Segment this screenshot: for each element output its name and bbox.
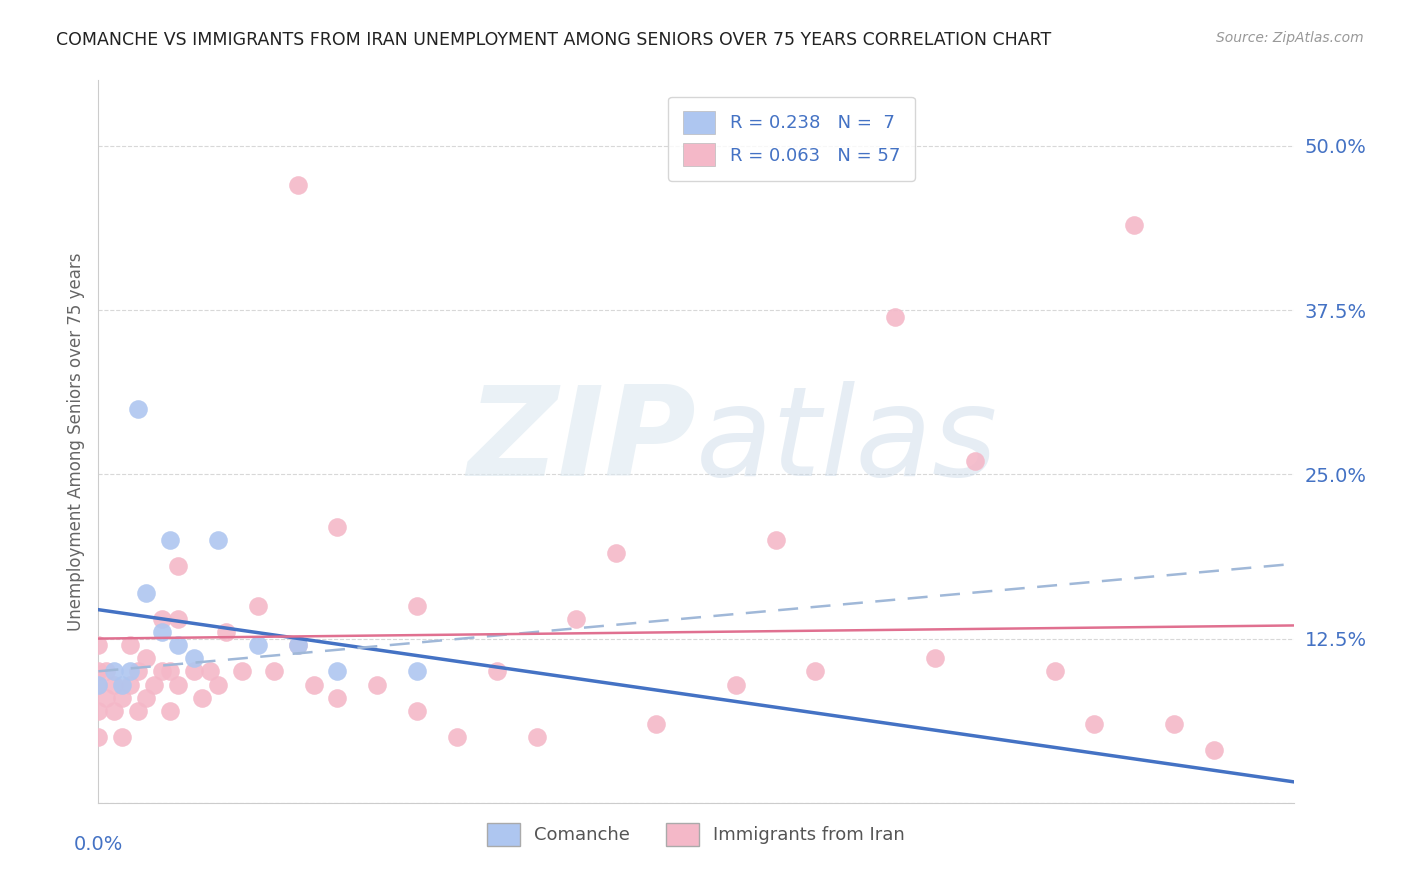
Point	[287, 638, 309, 652]
Point	[406, 599, 429, 613]
Point	[135, 585, 157, 599]
Point	[87, 665, 110, 679]
Text: COMANCHE VS IMMIGRANTS FROM IRAN UNEMPLOYMENT AMONG SENIORS OVER 75 YEARS CORREL: COMANCHE VS IMMIGRANTS FROM IRAN UNEMPLO…	[56, 31, 1052, 49]
Point	[1083, 717, 1105, 731]
Point	[526, 730, 548, 744]
Point	[1043, 665, 1066, 679]
Point	[111, 677, 134, 691]
Text: ZIP: ZIP	[467, 381, 696, 502]
Point	[263, 665, 285, 679]
Point	[135, 651, 157, 665]
Point	[120, 665, 142, 679]
Y-axis label: Unemployment Among Seniors over 75 years: Unemployment Among Seniors over 75 years	[66, 252, 84, 631]
Point	[150, 665, 173, 679]
Point	[167, 677, 190, 691]
Point	[924, 651, 946, 665]
Point	[183, 665, 205, 679]
Point	[87, 730, 110, 744]
Point	[127, 704, 149, 718]
Text: 0.0%: 0.0%	[73, 835, 124, 855]
Point	[150, 625, 173, 640]
Point	[884, 310, 907, 324]
Point	[246, 599, 269, 613]
Point	[326, 690, 349, 705]
Point	[87, 677, 110, 691]
Point	[1202, 743, 1225, 757]
Point	[120, 677, 142, 691]
Point	[103, 677, 125, 691]
Point	[406, 704, 429, 718]
Point	[302, 677, 325, 691]
Legend: Comanche, Immigrants from Iran: Comanche, Immigrants from Iran	[474, 810, 918, 859]
Point	[605, 546, 627, 560]
Point	[111, 690, 134, 705]
Point	[150, 612, 173, 626]
Point	[127, 665, 149, 679]
Point	[111, 730, 134, 744]
Point	[765, 533, 787, 547]
Point	[645, 717, 668, 731]
Point	[207, 677, 229, 691]
Point	[191, 690, 214, 705]
Point	[565, 612, 588, 626]
Point	[159, 533, 181, 547]
Point	[207, 533, 229, 547]
Point	[366, 677, 388, 691]
Point	[1163, 717, 1185, 731]
Point	[804, 665, 827, 679]
Point	[246, 638, 269, 652]
Point	[231, 665, 253, 679]
Point	[485, 665, 508, 679]
Text: atlas: atlas	[696, 381, 998, 502]
Point	[167, 638, 190, 652]
Text: Source: ZipAtlas.com: Source: ZipAtlas.com	[1216, 31, 1364, 45]
Point	[143, 677, 166, 691]
Point	[215, 625, 238, 640]
Point	[287, 178, 309, 193]
Point	[724, 677, 747, 691]
Point	[87, 677, 110, 691]
Point	[87, 704, 110, 718]
Point	[446, 730, 468, 744]
Point	[96, 690, 118, 705]
Point	[120, 638, 142, 652]
Point	[326, 520, 349, 534]
Point	[159, 704, 181, 718]
Point	[103, 704, 125, 718]
Point	[183, 651, 205, 665]
Point	[103, 665, 125, 679]
Point	[87, 638, 110, 652]
Point	[135, 690, 157, 705]
Point	[127, 401, 149, 416]
Point	[963, 454, 986, 468]
Point	[96, 665, 118, 679]
Point	[159, 665, 181, 679]
Point	[198, 665, 221, 679]
Point	[287, 638, 309, 652]
Point	[167, 612, 190, 626]
Point	[326, 665, 349, 679]
Point	[167, 559, 190, 574]
Point	[1123, 218, 1146, 232]
Point	[406, 665, 429, 679]
